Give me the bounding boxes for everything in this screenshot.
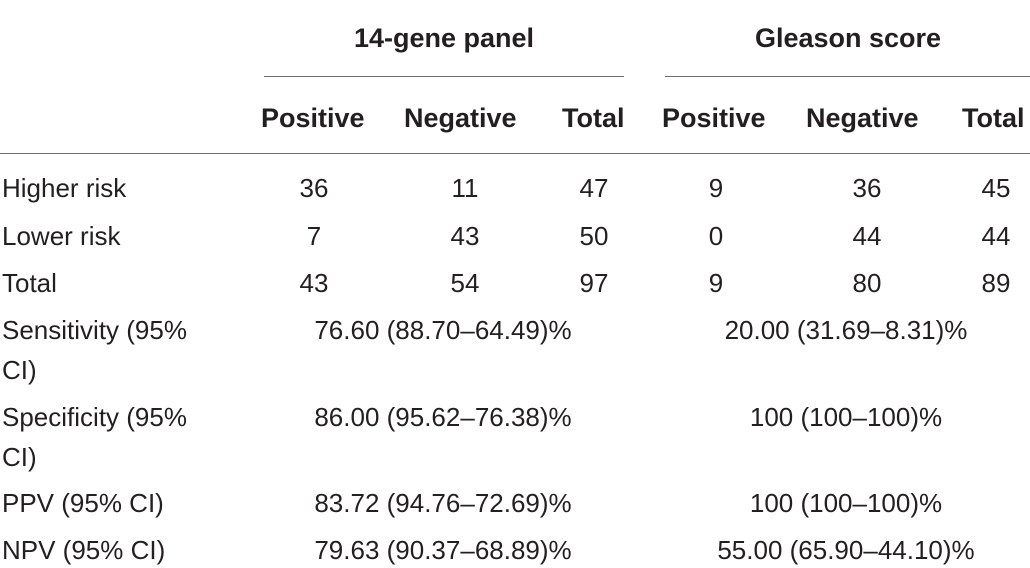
row-label-continued: CI) <box>2 442 37 472</box>
header-rule <box>0 153 1030 154</box>
metric-value: 83.72 (94.76–72.69)% <box>314 488 572 518</box>
column-header-negative: Negative <box>404 103 517 133</box>
row-label-continued: CI) <box>2 355 37 385</box>
group-header-gleason-score: Gleason score <box>754 23 942 53</box>
table-cell: 43 <box>450 221 480 251</box>
row-label: PPV (95% CI) <box>2 488 164 518</box>
row-label: NPV (95% CI) <box>2 535 166 565</box>
column-header-positive: Positive <box>261 103 365 133</box>
metric-value: 20.00 (31.69–8.31)% <box>724 315 968 345</box>
table-cell: 89 <box>981 268 1011 298</box>
column-header-negative: Negative <box>806 103 919 133</box>
metric-value: 100 (100–100)% <box>749 488 943 518</box>
metric-value: 79.63 (90.37–68.89)% <box>314 535 572 565</box>
table-cell: 45 <box>981 173 1011 203</box>
table-cell: 44 <box>852 221 882 251</box>
row-label: Specificity (95% <box>2 402 187 432</box>
group-header-14-gene-panel: 14-gene panel <box>353 23 535 53</box>
metric-value: 55.00 (65.90–44.10)% <box>717 535 975 565</box>
table-cell: 0 <box>708 221 724 251</box>
table-cell: 47 <box>579 173 609 203</box>
table-cell: 11 <box>451 173 479 203</box>
table-cell: 36 <box>852 173 882 203</box>
row-label: Total <box>2 268 57 298</box>
group-rule-gleason-score <box>665 76 1030 77</box>
metric-value: 86.00 (95.62–76.38)% <box>314 402 572 432</box>
row-label: Sensitivity (95% <box>2 315 187 345</box>
table-cell: 9 <box>708 173 724 203</box>
group-rule-14-gene-panel <box>264 76 624 77</box>
table-cell: 97 <box>579 268 609 298</box>
row-label: Lower risk <box>2 221 121 251</box>
table-cell: 44 <box>981 221 1011 251</box>
column-header-total: Total <box>562 103 625 133</box>
table-cell: 7 <box>306 221 322 251</box>
table-cell: 43 <box>299 268 329 298</box>
table-cell: 9 <box>708 268 724 298</box>
table-cell: 54 <box>450 268 480 298</box>
table-cell: 36 <box>299 173 329 203</box>
column-header-total: Total <box>962 103 1025 133</box>
metric-value: 76.60 (88.70–64.49)% <box>314 315 572 345</box>
row-label: Higher risk <box>2 173 127 203</box>
column-header-positive: Positive <box>662 103 766 133</box>
metric-value: 100 (100–100)% <box>749 402 943 432</box>
table-cell: 50 <box>579 221 609 251</box>
table-cell: 80 <box>852 268 882 298</box>
